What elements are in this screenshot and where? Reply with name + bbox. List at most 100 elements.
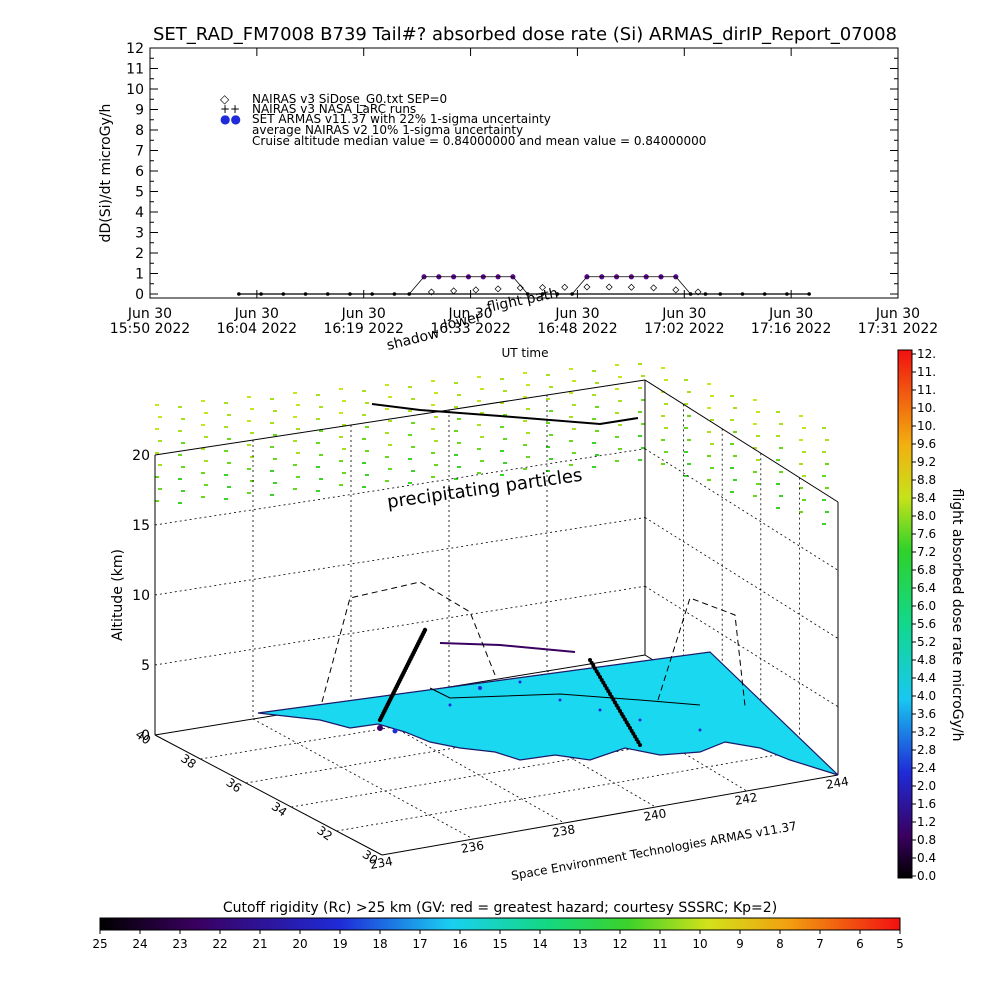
surface-track	[429, 687, 701, 706]
colorbar-tick-label: 1.6	[917, 797, 936, 811]
x-tick-label-date: Jun 30	[875, 306, 920, 322]
colorbar-tick-label: 11.	[917, 365, 936, 379]
legend-symbol: ●●	[220, 112, 241, 126]
top-chart-title: SET_RAD_FM7008 B739 Tail#? absorbed dose…	[153, 24, 897, 45]
altitude-tick-label: 5	[141, 658, 150, 674]
nairas-point	[605, 283, 613, 291]
overlay-flight-path: flight path	[486, 285, 560, 316]
latitude-tick-label: 40	[133, 727, 154, 747]
longitude-axis: 234 236 238 240 242 244	[369, 774, 850, 872]
latitude-tick-label: 34	[269, 799, 290, 819]
altitude-tick-label: 0	[141, 728, 150, 744]
surface-speckles	[377, 680, 702, 734]
rigidity-tick-label: 21	[252, 937, 267, 951]
colorbar-tick-label: 0.0	[917, 869, 936, 883]
x-tick-label-time: 16:48 2022	[537, 321, 617, 337]
precip-label: precipitating particles	[386, 465, 584, 513]
rigidity-tick-label: 20	[292, 937, 307, 951]
longitude-tick-label: 242	[734, 790, 759, 808]
rigidity-tick-label: 15	[492, 937, 507, 951]
rigidity-tick-label: 6	[856, 937, 864, 951]
colorbar-tick-label: 7.2	[917, 545, 936, 559]
x-tick-label-date: Jun 30	[661, 306, 706, 322]
colorbar-tick-label: 5.6	[917, 617, 936, 631]
colorbar-tick-label: 8.0	[917, 509, 936, 523]
flight-top-track	[371, 403, 639, 426]
colorbar-tick-label: 4.8	[917, 653, 936, 667]
x-tick-label-date: Jun 30	[341, 306, 386, 322]
colorbar-tick-label: 8.4	[917, 491, 936, 505]
latitude-tick-label: 32	[314, 823, 335, 843]
colorbar-tick-label: 4.0	[917, 689, 936, 703]
colorbar-tick-label: 11.	[917, 383, 936, 397]
colorbar-tick-label: 4.4	[917, 671, 936, 685]
x-tick-label-time: 16:04 2022	[217, 321, 297, 337]
legend-entry: SET ARMAS v11.37 with 22% 1-sigma uncert…	[252, 112, 551, 126]
legend-entry: NAIRAS v3 NASA LaRC runs	[252, 102, 416, 116]
wall-projection-left	[321, 581, 496, 703]
top-x-axis-label: UT time	[501, 346, 548, 360]
longitude-tick-label: 236	[460, 838, 485, 856]
altitude-axis-label: Altitude (km)	[110, 549, 126, 641]
dose-colorbar: 0.0 0.4 0.8 1.2 1.6 2.0 2.4 2.8 3.2 3.6 4.0 4.4 4.8 5…	[897, 347, 965, 883]
y-tick-label: 6	[135, 164, 144, 180]
colorbar-tick-label: 3.2	[917, 725, 936, 739]
nairas-point	[516, 284, 524, 292]
y-tick-label: 4	[135, 205, 144, 221]
x-tick-label-time: 16:33 2022	[430, 321, 510, 337]
x-tick-label-date: Jun 30	[768, 306, 813, 322]
longitude-tick-label: 234	[369, 854, 394, 872]
colorbar-tick-label: 9.6	[917, 437, 936, 451]
nairas-point	[539, 283, 547, 291]
rigidity-tick-label: 9	[736, 937, 744, 951]
colorbar-tick-label: 6.0	[917, 599, 936, 613]
longitude-tick-label: 244	[825, 774, 850, 792]
rigidity-tick-label: 24	[132, 937, 147, 951]
legend-symbol: ◇	[220, 92, 230, 106]
legend-entry: Cruise altitude median value = 0.8400000…	[252, 134, 706, 148]
rigidity-title: Cutoff rigidity (Rc) >25 km (GV: red = g…	[223, 900, 777, 916]
x-tick-label-time: 16:19 2022	[323, 321, 403, 337]
altitude-tick-label: 10	[132, 588, 150, 604]
latitude-tick-label: 38	[178, 751, 199, 771]
nairas-point	[627, 283, 635, 291]
colorbar-tick-label: 10.	[917, 401, 936, 415]
nairas-point	[583, 283, 591, 291]
top-legend: ◇ NAIRAS v3 SiDose_G0.txt SEP=0 ++ NAIRAS v…	[220, 92, 706, 148]
colorbar-label: flight absorbed dose rate microGy/h	[949, 489, 965, 742]
colorbar-tick-label: 1.2	[917, 815, 936, 829]
flight-path-3d	[377, 627, 642, 747]
box-frame	[154, 379, 839, 856]
longitude-tick-label: 238	[551, 822, 576, 840]
ground-surface	[257, 651, 839, 776]
rigidity-tick-label: 10	[692, 937, 707, 951]
y-tick-label: 2	[135, 246, 144, 262]
longitude-tick-label: 240	[642, 806, 667, 824]
rigidity-colorbar	[99, 917, 901, 931]
y-tick-label: 9	[135, 103, 144, 119]
rigidity-tick-label: 5	[896, 937, 904, 951]
top-plot-frame	[149, 47, 899, 299]
rigidity-tick-label: 13	[572, 937, 587, 951]
rigidity-tick-label: 11	[652, 937, 667, 951]
latitude-tick-label: 36	[224, 775, 245, 795]
rigidity-tick-label: 12	[612, 937, 627, 951]
nairas-point	[650, 284, 658, 292]
legend-entry: NAIRAS v3 SiDose_G0.txt SEP=0	[252, 92, 447, 106]
colorbar-tick-label: 8.8	[917, 473, 936, 487]
colorbar-tick-label: 6.4	[917, 581, 936, 595]
altitude-tick-label: 15	[132, 518, 150, 534]
three-d-plot: precipitating particles Space Environmen…	[110, 363, 850, 883]
top-y-axis-label: dD(Si)/dt microGy/h	[98, 104, 114, 243]
top-data-series	[237, 274, 811, 296]
x-tick-label-date: Jun 30	[234, 306, 279, 322]
x-tick-label-time: 17:02 2022	[644, 321, 724, 337]
cruise-track	[439, 642, 576, 653]
x-tick-label-date: Jun 30	[127, 306, 172, 322]
y-tick-label: 8	[135, 123, 144, 139]
y-tick-label: 1	[135, 267, 144, 283]
y-tick-label: 12	[126, 41, 144, 57]
